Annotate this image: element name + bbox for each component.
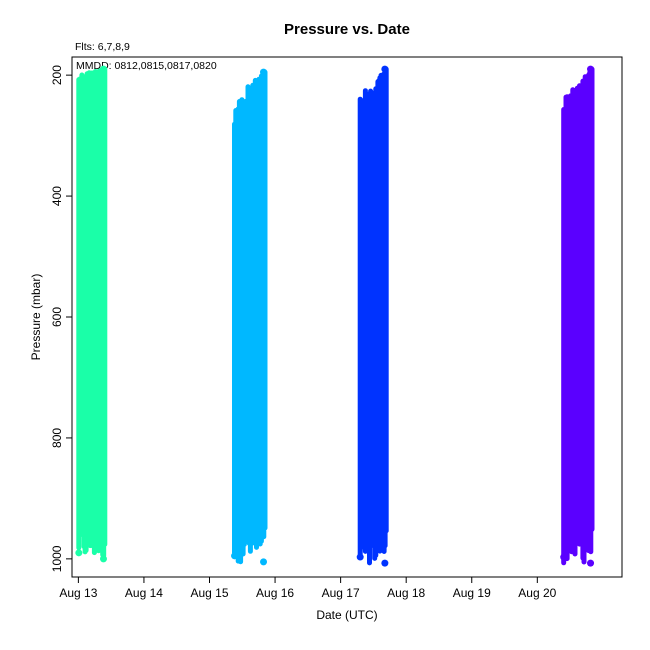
point-start: [560, 553, 568, 561]
x-tick-label: Aug 14: [125, 586, 163, 600]
legend-mmdd: MMDD: 0812,0815,0817,0820: [76, 60, 217, 72]
x-tick-label: Aug 19: [453, 586, 491, 600]
x-tick-label: Aug 17: [322, 586, 360, 600]
series-flight-0815: [231, 68, 268, 566]
chart-title: Pressure vs. Date: [284, 21, 410, 38]
series-sweeps: [561, 66, 595, 566]
y-tick-label: 400: [50, 186, 64, 206]
x-tick-label: Aug 18: [387, 586, 425, 600]
point-min-pressure: [260, 68, 268, 76]
series-flight-0820: [560, 65, 595, 567]
plot-frame: [71, 56, 623, 578]
series-sweeps: [232, 69, 268, 565]
series-flight-0812: [75, 65, 108, 563]
y-axis: 200 400 600 800 1000: [50, 65, 73, 572]
point-start: [356, 553, 364, 561]
point-start: [75, 549, 83, 557]
y-tick-label: 800: [50, 428, 64, 448]
series-sweeps: [357, 66, 389, 566]
x-tick-label: Aug 20: [518, 586, 556, 600]
point-min-pressure: [587, 65, 595, 73]
point-max-pressure: [381, 559, 389, 567]
series-layer: [75, 65, 595, 567]
point-max-pressure: [587, 559, 595, 567]
point-max-pressure: [260, 558, 268, 566]
flights-subtitle: Flts: 6,7,8,9: [75, 41, 130, 53]
series-flight-0817: [356, 65, 389, 567]
x-tick-label: Aug 13: [59, 586, 97, 600]
y-axis-label: Pressure (mbar): [29, 274, 43, 361]
y-tick-label: 600: [50, 307, 64, 327]
x-tick-label: Aug 15: [190, 586, 228, 600]
x-axis-label: Date (UTC): [316, 608, 377, 622]
point-start: [231, 552, 239, 560]
point-min-pressure: [381, 65, 389, 73]
series-sweeps: [76, 66, 108, 558]
point-max-pressure: [99, 555, 107, 563]
x-axis: Aug 13 Aug 14 Aug 15 Aug 16 Aug 17 Aug 18 Aug …: [59, 576, 557, 600]
y-tick-label: 200: [50, 65, 64, 85]
y-tick-label: 1000: [50, 545, 64, 572]
point-min-pressure: [99, 65, 107, 73]
x-tick-label: Aug 16: [256, 586, 294, 600]
